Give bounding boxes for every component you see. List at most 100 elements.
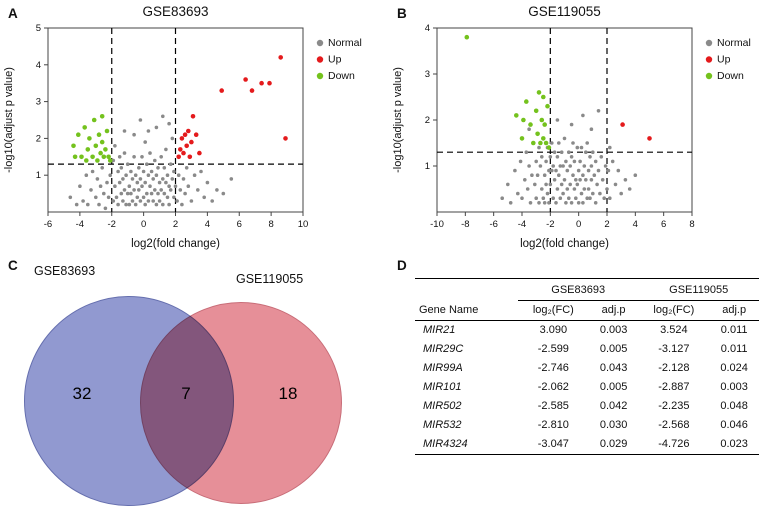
svg-text:8: 8	[689, 219, 694, 230]
value-cell: 0.003	[599, 324, 628, 336]
legend: Normal Up Down	[316, 37, 362, 82]
value-cell: -2.585	[537, 400, 569, 412]
value-cell: 3.524	[660, 324, 688, 336]
value-cell: 0.005	[599, 381, 628, 393]
venn-label-right: GSE119055	[236, 272, 304, 286]
svg-text:4: 4	[205, 219, 210, 230]
value-cell: 0.011	[720, 324, 748, 336]
legend-label-normal: Normal	[328, 37, 362, 49]
svg-text:-6: -6	[44, 219, 52, 230]
venn-count-left: 32	[72, 384, 92, 403]
svg-text:10: 10	[298, 219, 309, 230]
panel-label-a: A	[8, 6, 18, 21]
table-row: MIR99A -2.746 0.043 -2.128 0.024	[415, 359, 759, 378]
gene-table: GSE83693 GSE119055 Gene Name log₂(FC) adj.p l…	[415, 278, 759, 455]
x-axis: -10 -8 -6 -4 -2 0 2 4 6 8	[430, 212, 695, 230]
svg-text:0: 0	[576, 219, 581, 230]
svg-text:2: 2	[36, 133, 41, 144]
svg-text:3: 3	[425, 69, 430, 80]
points-up	[176, 55, 288, 160]
chart-title: GSE119055	[528, 4, 601, 19]
legend-swatch-normal	[705, 39, 713, 47]
value-cell: 0.046	[720, 419, 748, 431]
gene-name-cell: MIR21	[423, 324, 456, 336]
value-cell: -4.726	[638, 434, 710, 455]
panel-label-b: B	[397, 6, 407, 21]
value-cell: 0.029	[588, 434, 639, 455]
gene-name-cell: MIR502	[423, 400, 462, 412]
venn-circle-right	[140, 302, 342, 504]
value-cell: 0.030	[599, 419, 628, 431]
legend-swatch-up	[705, 56, 713, 63]
x-axis-label: log2(fold change)	[131, 238, 220, 250]
gene-name-cell: MIR532	[423, 419, 462, 431]
value-cell: -2.235	[658, 400, 690, 412]
value-cell: 3.090	[539, 324, 568, 336]
panel-c-venn-diagram: C GSE83693 GSE119055 32 7 18	[0, 252, 389, 508]
column-header-0: Gene Name	[415, 300, 518, 321]
svg-text:1: 1	[425, 161, 430, 172]
svg-text:4: 4	[36, 60, 41, 71]
legend-swatch-down	[705, 72, 713, 80]
group-header-1: GSE119055	[638, 278, 759, 301]
svg-text:0: 0	[141, 219, 146, 230]
value-cell: -2.599	[537, 343, 569, 355]
value-cell: -2.887	[658, 381, 690, 393]
svg-text:4: 4	[425, 23, 430, 34]
column-header-2: adj.p	[588, 300, 639, 321]
svg-text:8: 8	[268, 219, 273, 230]
points-down	[71, 114, 113, 163]
svg-text:1: 1	[36, 170, 41, 181]
value-cell: 0.048	[720, 400, 748, 412]
svg-text:3: 3	[36, 97, 41, 108]
gene-name-cell: MIR99A	[423, 362, 463, 374]
chart-title: GSE83693	[142, 4, 208, 19]
panel-label-d: D	[397, 258, 407, 273]
svg-text:2: 2	[425, 115, 430, 126]
venn-diagram: GSE83693 GSE119055 32 7 18	[0, 252, 389, 508]
svg-text:2: 2	[173, 219, 178, 230]
table-row: MIR532 -2.810 0.030 -2.568 0.046	[415, 416, 759, 435]
value-cell: -3.047	[517, 434, 589, 455]
table-row: MIR101 -2.062 0.005 -2.887 0.003	[415, 378, 759, 397]
value-cell: 0.042	[599, 400, 628, 412]
threshold-lines	[48, 28, 303, 212]
group-header-0: GSE83693	[517, 278, 639, 301]
y-axis-label: -log10(adjust p value)	[392, 67, 404, 173]
value-cell: 0.011	[720, 343, 748, 355]
gene-name-cell: MIR4324	[415, 434, 518, 455]
panel-a-volcano-gse83693: A GSE83693 -6 -4 -2 0 2 4 6 8 10 1 2 3 4 5 log2(fold ch…	[0, 0, 389, 252]
value-cell: -2.746	[537, 362, 569, 374]
points-normal	[68, 114, 234, 211]
venn-label-left: GSE83693	[34, 264, 96, 278]
threshold-lines	[437, 28, 692, 212]
y-axis: 1 2 3 4 5	[36, 23, 48, 181]
table-corner-cell	[415, 278, 518, 300]
panel-d-deg-table: D GSE83693 GSE119055 Gene Name log₂(FC) adj.…	[389, 252, 778, 508]
gene-table-container: GSE83693 GSE119055 Gene Name log₂(FC) adj.p l…	[415, 278, 759, 455]
value-cell: -2.128	[658, 362, 690, 374]
panel-label-c: C	[8, 258, 18, 273]
value-cell: 0.023	[709, 434, 759, 455]
value-cell: 0.005	[599, 343, 628, 355]
venn-count-overlap: 7	[181, 384, 191, 403]
y-axis: 1 2 3 4	[425, 23, 437, 172]
points-down	[464, 34, 552, 150]
y-axis-label: -log10(adjust p value)	[3, 67, 15, 173]
panel-b-volcano-gse119055: B GSE119055 -10 -8 -6 -4 -2 0 2 4 6 8 1 2 3 4 log2(fold…	[389, 0, 778, 252]
column-header-3: log₂(FC)	[638, 300, 710, 321]
gene-name-cell: MIR29C	[423, 343, 464, 355]
svg-text:5: 5	[36, 23, 41, 34]
value-cell: 0.043	[599, 362, 628, 374]
legend-swatch-up	[316, 56, 324, 63]
svg-text:-6: -6	[489, 219, 497, 230]
x-axis: -6 -4 -2 0 2 4 6 8 10	[44, 212, 309, 230]
column-header-4: adj.p	[709, 300, 759, 321]
x-axis-label: log2(fold change)	[520, 238, 609, 250]
svg-text:-2: -2	[546, 219, 554, 230]
svg-text:-2: -2	[108, 219, 116, 230]
plot-border	[436, 27, 693, 213]
legend-label-down: Down	[717, 70, 744, 82]
value-cell: 0.024	[720, 362, 748, 374]
